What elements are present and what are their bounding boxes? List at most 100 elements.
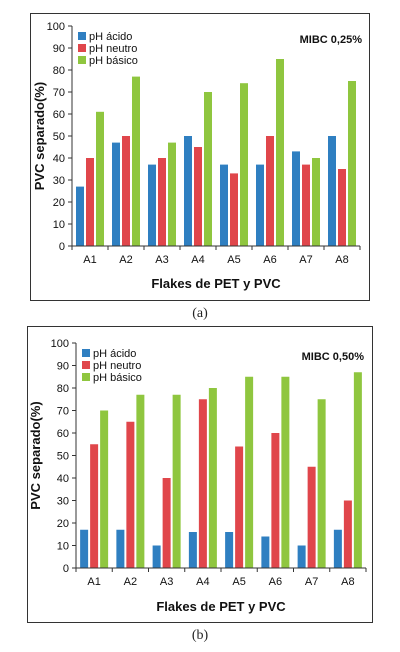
x-tick-label: A4 <box>191 254 204 266</box>
legend-swatch <box>82 349 90 357</box>
bar-A1-series-3 <box>96 111 104 246</box>
y-tick-label: 80 <box>53 65 65 77</box>
bar-A8-series-3 <box>353 372 362 568</box>
bar-A2-series-2 <box>126 421 135 568</box>
bar-A4-series-2 <box>198 399 207 568</box>
bar-A7-series-1 <box>297 545 306 568</box>
bar-A6-series-3 <box>276 59 284 246</box>
x-tick-label: A3 <box>155 254 168 266</box>
bar-A1-series-2 <box>86 158 94 246</box>
x-tick-label: A7 <box>305 576 318 588</box>
x-tick-label: A1 <box>83 254 96 266</box>
bar-A8-series-3 <box>348 81 356 246</box>
y-axis-title: PVC separado(%) <box>32 82 47 190</box>
x-tick-label: A5 <box>232 576 245 588</box>
bar-A4-series-3 <box>204 92 212 246</box>
bar-A7-series-2 <box>307 466 316 568</box>
legend-label: pH neutro <box>93 360 141 372</box>
legend-swatch <box>78 44 86 52</box>
bar-A1-series-3 <box>100 410 109 568</box>
bar-A7-series-3 <box>312 158 320 246</box>
bar-A4-series-3 <box>208 388 217 568</box>
caption-a: (a) <box>192 306 208 321</box>
y-tick-label: 50 <box>53 131 65 143</box>
y-tick-label: 90 <box>53 43 65 55</box>
y-tick-label: 80 <box>57 383 69 395</box>
y-axis-title: PVC separado(%) <box>28 401 43 509</box>
y-tick-label: 90 <box>57 361 69 373</box>
y-tick-label: 40 <box>53 153 65 165</box>
bar-A6-series-2 <box>266 136 274 246</box>
bar-A8-series-2 <box>338 169 346 246</box>
bar-A8-series-2 <box>343 500 352 568</box>
bar-A4-series-1 <box>188 532 197 568</box>
y-tick-label: 20 <box>53 197 65 209</box>
bar-A3-series-1 <box>152 545 161 568</box>
legend-label: pH básico <box>93 372 142 384</box>
bar-A2-series-2 <box>122 136 130 246</box>
chart-annotation: MIBC 0,50% <box>302 351 365 363</box>
bar-A4-series-2 <box>194 147 202 246</box>
legend-swatch <box>82 361 90 369</box>
bar-A3-series-2 <box>158 158 166 246</box>
bar-A5-series-1 <box>225 532 234 568</box>
y-tick-label: 60 <box>53 109 65 121</box>
x-axis-title: Flakes de PET y PVC <box>156 599 286 614</box>
y-tick-label: 0 <box>59 241 65 253</box>
y-tick-label: 0 <box>63 563 69 575</box>
bar-A8-series-1 <box>333 529 342 568</box>
x-tick-label: A4 <box>196 576 209 588</box>
bar-A4-series-1 <box>184 136 192 246</box>
bar-A6-series-2 <box>271 433 280 568</box>
x-tick-label: A2 <box>119 254 132 266</box>
x-tick-label: A3 <box>160 576 173 588</box>
bar-A1-series-1 <box>76 186 84 246</box>
bar-A5-series-3 <box>245 376 254 568</box>
legend-label: pH básico <box>89 55 138 67</box>
x-tick-label: A8 <box>341 576 354 588</box>
bar-A8-series-1 <box>328 136 336 246</box>
y-tick-label: 10 <box>57 541 69 553</box>
bar-A5-series-1 <box>220 164 228 246</box>
bar-A5-series-2 <box>235 446 244 568</box>
legend-label: pH ácido <box>93 348 136 360</box>
bar-A3-series-3 <box>172 394 181 568</box>
y-tick-label: 70 <box>57 406 69 418</box>
x-axis-title: Flakes de PET y PVC <box>151 276 281 291</box>
y-tick-label: 30 <box>53 175 65 187</box>
x-tick-label: A7 <box>299 254 312 266</box>
y-tick-label: 100 <box>51 338 69 350</box>
bar-A3-series-1 <box>148 164 156 246</box>
y-tick-label: 20 <box>57 518 69 530</box>
bar-A7-series-2 <box>302 164 310 246</box>
legend-swatch <box>78 56 86 64</box>
bar-A5-series-2 <box>230 173 238 246</box>
legend-swatch <box>82 373 90 381</box>
bar-A7-series-1 <box>292 151 300 246</box>
x-tick-label: A5 <box>227 254 240 266</box>
bar-A3-series-3 <box>168 142 176 246</box>
y-tick-label: 100 <box>47 21 65 33</box>
bar-A6-series-1 <box>261 536 270 568</box>
x-tick-label: A6 <box>269 576 282 588</box>
legend-label: pH neutro <box>89 43 137 55</box>
bar-A1-series-2 <box>90 444 99 568</box>
bar-A2-series-1 <box>112 142 120 246</box>
legend-swatch <box>78 32 86 40</box>
bar-A2-series-1 <box>116 529 125 568</box>
x-tick-label: A8 <box>335 254 348 266</box>
y-tick-label: 10 <box>53 219 65 231</box>
bar-A5-series-3 <box>240 83 248 246</box>
bar-A6-series-3 <box>281 376 290 568</box>
caption-b: (b) <box>191 628 209 643</box>
y-tick-label: 70 <box>53 87 65 99</box>
bar-A3-series-2 <box>162 478 171 568</box>
y-tick-label: 50 <box>57 451 69 463</box>
bar-A2-series-3 <box>136 394 145 568</box>
x-tick-label: A6 <box>263 254 276 266</box>
y-tick-label: 30 <box>57 496 69 508</box>
y-tick-label: 60 <box>57 428 69 440</box>
bar-A7-series-3 <box>317 399 326 568</box>
bar-A1-series-1 <box>80 529 89 568</box>
